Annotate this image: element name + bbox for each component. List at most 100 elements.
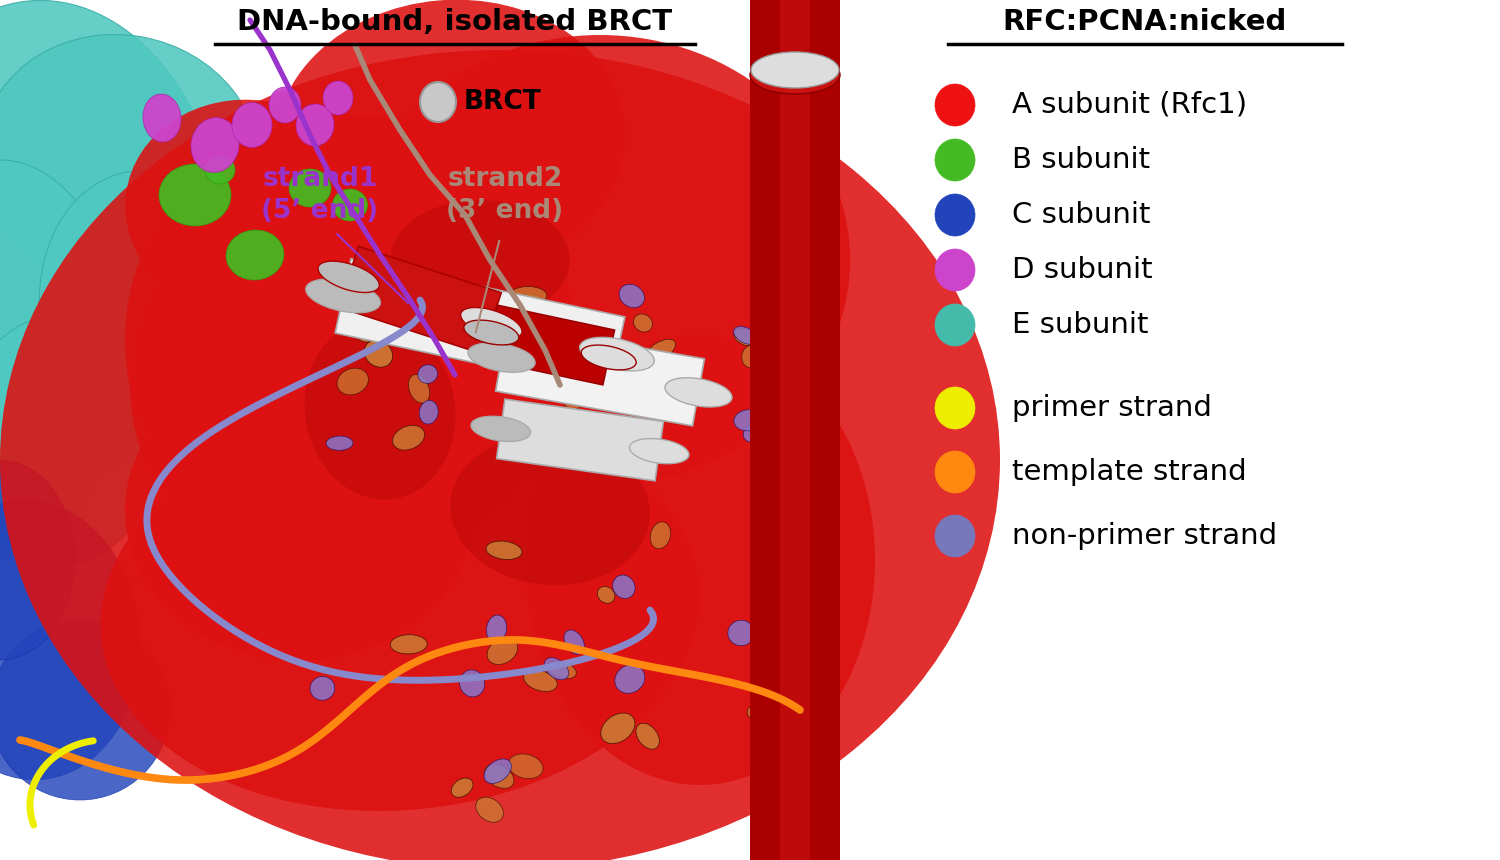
Ellipse shape [784, 687, 806, 709]
Ellipse shape [296, 104, 334, 146]
Ellipse shape [734, 329, 758, 346]
Ellipse shape [124, 360, 476, 660]
Text: DNA-bound, isolated BRCT: DNA-bound, isolated BRCT [237, 8, 672, 36]
Ellipse shape [934, 304, 975, 346]
Ellipse shape [460, 308, 522, 339]
Polygon shape [486, 305, 615, 385]
Text: D subunit: D subunit [1013, 256, 1152, 284]
Polygon shape [495, 324, 705, 426]
Ellipse shape [934, 194, 975, 236]
Ellipse shape [488, 638, 518, 665]
Ellipse shape [668, 398, 692, 424]
Ellipse shape [934, 515, 975, 557]
Ellipse shape [468, 343, 536, 372]
Polygon shape [339, 246, 501, 353]
Ellipse shape [562, 387, 585, 409]
Ellipse shape [390, 200, 570, 320]
Ellipse shape [518, 294, 549, 320]
Ellipse shape [452, 778, 472, 797]
Bar [780, 0, 810, 860]
Ellipse shape [159, 164, 231, 226]
Ellipse shape [0, 315, 160, 565]
Text: RFC:PCNA:nicked: RFC:PCNA:nicked [1004, 8, 1287, 36]
Ellipse shape [206, 156, 236, 184]
Ellipse shape [450, 435, 650, 585]
Ellipse shape [0, 160, 124, 560]
Ellipse shape [484, 759, 512, 783]
Ellipse shape [934, 84, 975, 126]
Ellipse shape [525, 335, 874, 785]
Ellipse shape [728, 620, 754, 646]
Ellipse shape [630, 439, 688, 464]
Polygon shape [334, 259, 626, 391]
Text: template strand: template strand [1013, 458, 1246, 486]
Text: C subunit: C subunit [1013, 201, 1150, 229]
Text: BRCT: BRCT [464, 89, 542, 115]
Ellipse shape [420, 82, 456, 122]
Ellipse shape [304, 321, 456, 500]
Ellipse shape [0, 501, 141, 780]
Ellipse shape [741, 346, 760, 368]
Ellipse shape [333, 189, 368, 221]
Ellipse shape [602, 713, 634, 744]
Ellipse shape [750, 56, 840, 94]
Ellipse shape [934, 139, 975, 181]
Text: non-primer strand: non-primer strand [1013, 522, 1276, 550]
Ellipse shape [934, 387, 975, 429]
Ellipse shape [356, 317, 378, 342]
Ellipse shape [645, 339, 675, 362]
Ellipse shape [747, 704, 768, 722]
Ellipse shape [597, 587, 615, 603]
Ellipse shape [318, 261, 380, 292]
Ellipse shape [268, 87, 302, 123]
Ellipse shape [274, 0, 626, 280]
Ellipse shape [420, 401, 438, 424]
Bar [750, 0, 840, 860]
Text: B subunit: B subunit [1013, 146, 1150, 174]
Ellipse shape [486, 541, 522, 560]
Ellipse shape [419, 365, 438, 384]
Ellipse shape [364, 340, 393, 367]
Ellipse shape [744, 427, 759, 442]
Ellipse shape [548, 661, 576, 679]
Ellipse shape [393, 426, 424, 450]
Ellipse shape [636, 723, 660, 749]
Ellipse shape [486, 615, 507, 642]
Ellipse shape [759, 693, 780, 710]
Ellipse shape [326, 436, 352, 451]
Ellipse shape [934, 451, 975, 493]
Ellipse shape [0, 50, 1000, 860]
Ellipse shape [544, 658, 568, 679]
Text: E subunit: E subunit [1013, 311, 1149, 339]
Ellipse shape [226, 230, 284, 280]
Bar [0, 0, 874, 75]
Ellipse shape [772, 284, 794, 304]
Ellipse shape [509, 754, 543, 778]
Ellipse shape [464, 320, 519, 345]
Text: strand2
(3’ end): strand2 (3’ end) [447, 166, 564, 224]
Ellipse shape [0, 0, 225, 480]
Ellipse shape [620, 285, 645, 308]
Ellipse shape [390, 635, 427, 654]
Ellipse shape [615, 665, 645, 693]
Ellipse shape [734, 409, 762, 431]
Ellipse shape [471, 416, 531, 441]
Ellipse shape [734, 327, 758, 345]
Polygon shape [496, 399, 663, 481]
Text: primer strand: primer strand [1013, 394, 1212, 422]
Ellipse shape [459, 670, 484, 697]
Ellipse shape [310, 677, 334, 700]
Ellipse shape [524, 670, 556, 691]
Ellipse shape [0, 34, 260, 286]
Ellipse shape [0, 460, 75, 660]
Ellipse shape [934, 249, 975, 291]
Ellipse shape [306, 279, 381, 313]
Ellipse shape [664, 378, 732, 407]
Ellipse shape [322, 81, 352, 115]
Ellipse shape [350, 35, 850, 485]
Ellipse shape [633, 314, 652, 332]
Ellipse shape [126, 100, 375, 320]
Ellipse shape [142, 94, 182, 142]
Ellipse shape [338, 368, 369, 395]
Text: A subunit (Rfc1): A subunit (Rfc1) [1013, 91, 1246, 119]
